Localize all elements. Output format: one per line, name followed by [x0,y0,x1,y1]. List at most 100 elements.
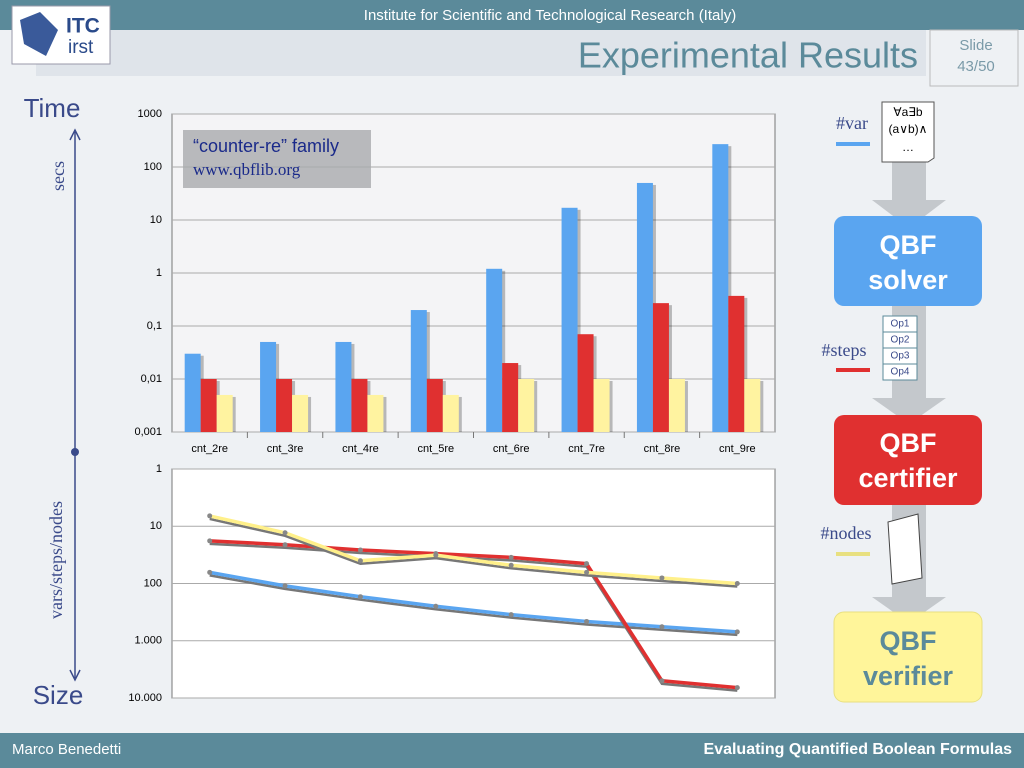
slide-title: Experimental Results [578,35,918,76]
point [659,624,665,630]
var-label: #var [836,113,868,133]
vars-label: vars/steps/nodes [46,501,66,619]
institute: Institute for Scientific and Technologic… [364,7,736,24]
bar [668,379,685,432]
formula-line: ∀a∃b [893,105,922,119]
bar [486,268,503,432]
y-tick-label: 100 [144,161,162,173]
y-tick-label: 1.000 [134,635,162,647]
point [357,594,363,600]
bar [712,144,729,432]
bar [518,379,535,432]
point [734,581,740,586]
footer-bar [0,733,1024,768]
bar [367,394,384,432]
bar [652,303,669,432]
point [282,530,288,536]
line [209,514,738,586]
bar [636,182,653,432]
slide-number: 43/50 [957,58,995,75]
x-tick-label: cnt_4re [342,443,379,455]
point [584,561,590,567]
point [282,542,288,548]
bar [426,379,443,432]
formula-line: (a∨b)∧ [889,122,928,136]
y-tick-label: 10 [150,214,162,226]
verifier-box [833,611,983,703]
inset-url: www.qbflib.org [193,160,301,179]
slide-label: Slide [959,37,992,54]
y-tick-label: 1 [156,463,162,475]
bar [351,379,368,432]
point [508,554,514,560]
steps-label: #steps [822,340,867,360]
bar [577,334,594,432]
x-tick-label: cnt_7re [568,443,605,455]
solver-box [834,216,982,306]
footer-talk: Evaluating Quantified Boolean Formulas [704,741,1013,758]
logo-irst: irst [68,37,94,58]
flow-arrow [892,160,926,200]
op-label: Op4 [891,367,910,378]
op-label: Op2 [891,335,910,346]
point [282,583,288,589]
point [207,538,213,544]
header-bar [0,0,1024,30]
bar [410,310,427,432]
point [433,603,439,609]
point [734,685,740,691]
y-tick-label: 1000 [138,108,162,120]
y-tick-label: 10.000 [128,692,162,704]
verifier-text: verifier [863,661,954,691]
certifier-box [834,415,982,505]
point [584,618,590,624]
bar [200,379,217,432]
bar [335,341,352,432]
flow-arrow [872,398,946,424]
verifier-text: QBF [880,626,937,656]
point [508,612,514,618]
certifier-text: certifier [858,463,958,493]
y-tick-label: 0,1 [147,320,162,332]
flow-arrow [872,200,946,228]
inset-family: “counter-re” family [193,136,339,156]
time-label: Time [24,93,81,123]
flow-arrow [872,597,946,623]
footer-author: Marco Benedetti [12,741,121,758]
point [207,513,213,519]
logo-bird [20,12,58,56]
point [659,575,665,581]
x-tick-label: cnt_5re [417,443,454,455]
point [659,678,665,684]
x-tick-label: cnt_8re [644,443,681,455]
secs-label: secs [48,161,68,191]
bar [216,394,233,432]
point [433,552,439,558]
point [207,569,213,575]
point [734,629,740,635]
axis-dot [71,448,79,456]
line-shadow [209,574,738,637]
x-tick-label: cnt_2re [191,443,228,455]
nodes-label: #nodes [821,523,872,543]
book-icon [887,513,923,585]
y-tick-label: 0,001 [134,426,162,438]
point [508,562,514,568]
size-label: Size [33,680,84,710]
bar [184,353,201,432]
point [357,558,363,564]
diagram: ∀a∃b (a∨b)∧ … #var QBF solver Op1Op2Op3O… [821,101,983,703]
line [209,570,738,634]
solver-text: QBF [880,230,937,260]
bar [561,207,578,432]
y-tick-label: 1 [156,267,162,279]
bar [442,394,459,432]
bar [502,363,519,432]
arrow-heads [69,128,81,682]
bar [276,379,293,432]
bar [593,379,610,432]
formula-doc [881,101,935,163]
bar [744,379,761,432]
y-tick-label: 0,01 [141,373,162,385]
